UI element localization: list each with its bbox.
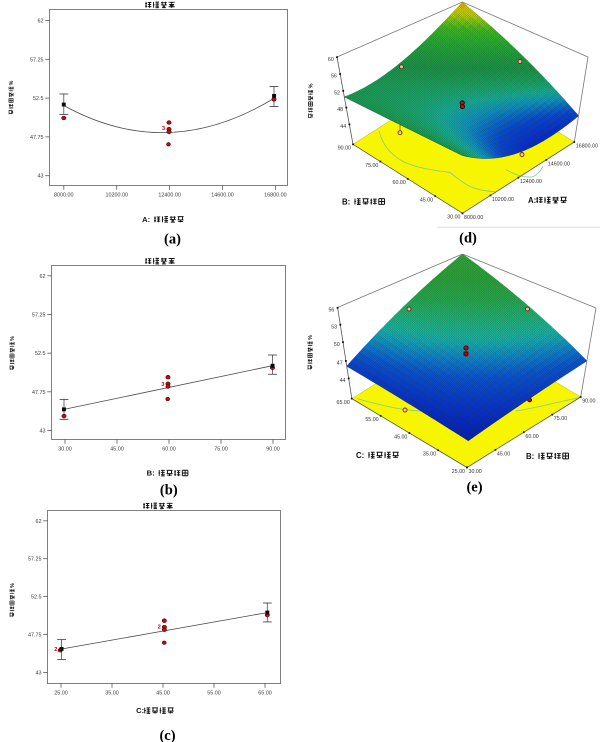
svg-text:43: 43 bbox=[40, 429, 46, 435]
svg-text:62: 62 bbox=[36, 519, 42, 525]
svg-text:35.00: 35.00 bbox=[423, 452, 436, 458]
svg-text:A:: A: bbox=[528, 196, 536, 205]
svg-text:90.00: 90.00 bbox=[338, 146, 351, 152]
svg-text:35.00: 35.00 bbox=[105, 691, 119, 697]
svg-text:52.5: 52.5 bbox=[33, 96, 44, 102]
svg-text:(b): (b) bbox=[160, 483, 178, 499]
svg-text:10200.00: 10200.00 bbox=[492, 197, 514, 203]
svg-text:%: % bbox=[308, 335, 314, 340]
svg-text:55.00: 55.00 bbox=[365, 417, 378, 423]
svg-text:B:: B: bbox=[147, 469, 155, 478]
svg-text:75.00: 75.00 bbox=[554, 416, 567, 422]
svg-text:16800.00: 16800.00 bbox=[264, 193, 286, 199]
svg-text:47: 47 bbox=[337, 361, 343, 367]
svg-text:47.75: 47.75 bbox=[28, 633, 42, 639]
svg-text:60.00: 60.00 bbox=[162, 447, 176, 453]
svg-text:(a): (a) bbox=[164, 232, 181, 248]
svg-text:B:: B: bbox=[342, 197, 350, 206]
svg-text:3: 3 bbox=[161, 382, 164, 388]
svg-text:56: 56 bbox=[328, 307, 334, 313]
svg-text:52.5: 52.5 bbox=[35, 351, 46, 357]
svg-text:47.75: 47.75 bbox=[32, 390, 46, 396]
svg-text:62: 62 bbox=[40, 274, 46, 280]
svg-text:43: 43 bbox=[38, 174, 44, 180]
svg-text:52: 52 bbox=[334, 90, 340, 96]
svg-text:(c): (c) bbox=[159, 728, 175, 742]
svg-text:25.00: 25.00 bbox=[452, 469, 465, 475]
svg-text:65.00: 65.00 bbox=[258, 691, 272, 697]
svg-text:53: 53 bbox=[331, 324, 337, 330]
svg-text:62: 62 bbox=[38, 19, 44, 25]
svg-text:75.00: 75.00 bbox=[214, 447, 228, 453]
svg-text:%: % bbox=[10, 583, 16, 588]
svg-text:90.00: 90.00 bbox=[266, 447, 280, 453]
svg-text:30.00: 30.00 bbox=[469, 469, 482, 475]
svg-text:57.25: 57.25 bbox=[32, 313, 46, 319]
svg-text:12400.00: 12400.00 bbox=[520, 179, 542, 185]
svg-text:55.00: 55.00 bbox=[207, 691, 221, 697]
svg-text:%: % bbox=[308, 83, 314, 88]
svg-text:60.00: 60.00 bbox=[393, 180, 406, 186]
svg-text:45.00: 45.00 bbox=[156, 691, 170, 697]
svg-text:45.00: 45.00 bbox=[110, 447, 124, 453]
svg-text:30.00: 30.00 bbox=[447, 215, 460, 221]
svg-text:14600.00: 14600.00 bbox=[211, 193, 233, 199]
svg-text:(e): (e) bbox=[466, 480, 482, 496]
svg-text:60.00: 60.00 bbox=[525, 434, 538, 440]
svg-text:3: 3 bbox=[162, 126, 165, 132]
svg-text:14600.00: 14600.00 bbox=[548, 161, 570, 167]
svg-text:44: 44 bbox=[340, 124, 346, 130]
svg-text:C:: C: bbox=[356, 451, 364, 460]
svg-text:25.00: 25.00 bbox=[54, 691, 68, 697]
svg-text:8000.00: 8000.00 bbox=[464, 215, 483, 221]
svg-text:30.00: 30.00 bbox=[58, 447, 72, 453]
svg-text:B:: B: bbox=[526, 452, 534, 461]
svg-text:45.00: 45.00 bbox=[420, 197, 433, 203]
svg-text:10200.00: 10200.00 bbox=[105, 193, 127, 199]
svg-text:44: 44 bbox=[340, 378, 346, 384]
svg-text:45.00: 45.00 bbox=[394, 434, 407, 440]
svg-text:12400.00: 12400.00 bbox=[158, 193, 180, 199]
svg-text:16800.00: 16800.00 bbox=[576, 144, 598, 150]
svg-text:52.5: 52.5 bbox=[31, 595, 42, 601]
svg-text:90.00: 90.00 bbox=[582, 399, 595, 405]
svg-text:%: % bbox=[10, 336, 16, 341]
svg-text:A:: A: bbox=[142, 215, 150, 224]
svg-text:%: % bbox=[9, 80, 15, 85]
svg-text:45.00: 45.00 bbox=[497, 451, 510, 457]
svg-text:56: 56 bbox=[331, 74, 337, 80]
svg-text:50: 50 bbox=[334, 342, 340, 348]
svg-text:65.00: 65.00 bbox=[337, 400, 350, 406]
svg-text:2: 2 bbox=[54, 647, 57, 653]
svg-text:47.75: 47.75 bbox=[30, 135, 44, 141]
svg-text:43: 43 bbox=[36, 670, 42, 676]
svg-text:75.00: 75.00 bbox=[365, 163, 378, 169]
svg-text:57.25: 57.25 bbox=[28, 557, 42, 563]
svg-text:C:: C: bbox=[136, 706, 144, 715]
svg-text:2: 2 bbox=[158, 624, 161, 630]
svg-text:8000.00: 8000.00 bbox=[54, 193, 74, 199]
svg-text:(d): (d) bbox=[459, 231, 477, 247]
svg-text:57.25: 57.25 bbox=[30, 57, 44, 63]
svg-text:48: 48 bbox=[337, 107, 343, 113]
svg-text:60: 60 bbox=[328, 57, 334, 63]
